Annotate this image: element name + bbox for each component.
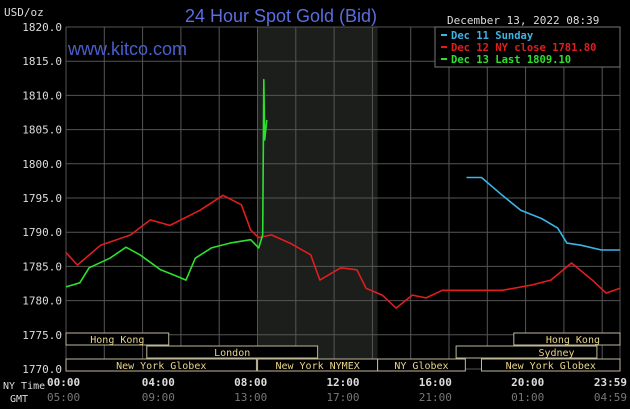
session-bar [513,332,621,346]
x-tick-label-ny: 04:00 [142,376,175,389]
y-tick-label: 1795.0 [22,192,62,205]
x-tick-label-ny: 16:00 [419,376,452,389]
legend-entry: Dec 13 Last 1809.10 [451,54,571,66]
y-tick-label: 1785.0 [22,260,62,273]
x-tick-label-gmt: 01:00 [511,391,544,404]
session-label: New York Globex [506,361,596,372]
y-tick-label: 1805.0 [22,124,62,137]
x-tick-label-gmt: 05:00 [47,391,80,404]
y-tick-label: 1810.0 [22,89,62,102]
x-tick-label-ny: 20:00 [511,376,544,389]
chart-title: 24 Hour Spot Gold (Bid) [185,6,377,26]
series-line-1 [466,176,620,251]
y-tick-label: 1815.0 [22,55,62,68]
session-label: New York Globex [116,361,206,372]
y-tick-label: 1800.0 [22,158,62,171]
legend-entry: Dec 12 NY close 1781.80 [451,42,596,54]
session-label: Hong Kong [546,335,600,346]
x-tick-label-gmt: 21:00 [419,391,452,404]
session-bar [65,332,170,346]
y-tick-label: 1775.0 [22,329,62,342]
x-tick-label-ny: 08:00 [234,376,267,389]
session-bar [455,345,598,359]
session-bar [146,345,319,359]
y-tick-label: 1790.0 [22,226,62,239]
x-tick-label-ny: 12:00 [326,376,359,389]
y-tick-label: 1820.0 [22,21,62,34]
session-bar [65,358,257,372]
kitco-watermark: www.kitco.com [67,39,187,59]
x-tick-label-gmt: 17:00 [326,391,359,404]
x-tick-label-ny: 23:59 [594,376,627,389]
series-line-3 [65,78,268,288]
y-tick-label: 1770.0 [22,363,62,376]
x-tick-label-gmt: 09:00 [142,391,175,404]
session-label: Hong Kong [90,335,144,346]
legend-entry: Dec 11 Sunday [451,30,534,42]
session-bar [377,358,466,372]
session-label: London [214,348,250,359]
x-tick-label-gmt: 04:59 [594,391,627,404]
x-axis-ny-row-label: NY Time [3,381,45,392]
session-label: Sydney [538,348,574,359]
series-line-2 [65,194,621,309]
x-tick-label-ny: 00:00 [47,376,80,389]
x-tick-label-gmt: 13:00 [234,391,267,404]
timestamp: December 13, 2022 08:39 [447,14,599,27]
session-label: NY Globex [394,361,448,372]
session-label: New York NYMEX [275,361,359,372]
x-axis-gmt-row-label: GMT [10,394,28,405]
y-axis-unit-label: USD/oz [4,6,44,19]
session-bar [481,358,621,372]
y-tick-label: 1780.0 [22,295,62,308]
